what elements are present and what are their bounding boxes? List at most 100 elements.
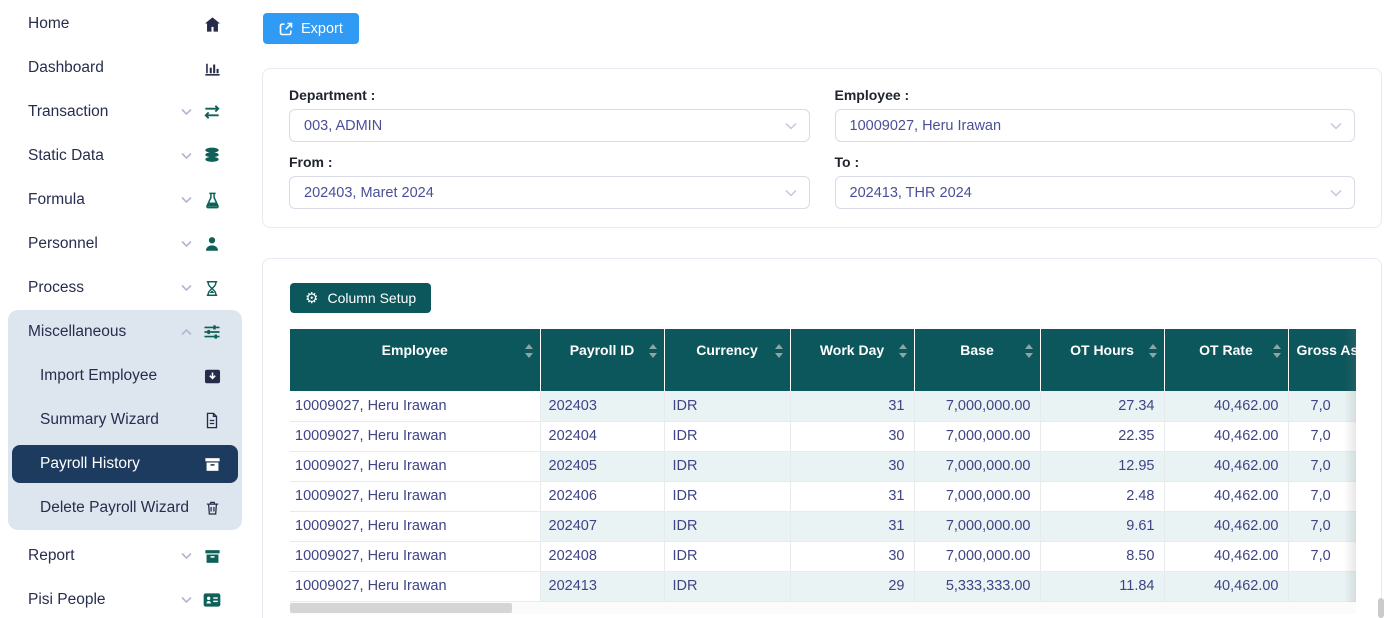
sidebar-item-personnel[interactable]: Personnel [0,222,250,266]
horizontal-scrollbar-thumb[interactable] [290,603,512,613]
sidebar: Home Dashboard Transaction Static Data F… [0,0,250,618]
sidebar-item-label: Personnel [28,235,181,253]
sidebar-item-formula[interactable]: Formula [0,178,250,222]
export-button[interactable]: Export [263,13,359,44]
bar-chart-icon [202,59,222,78]
employee-value: 10009027, Heru Irawan [850,118,1002,134]
sort-icon [898,344,908,358]
column-header-currency[interactable]: Currency [664,329,790,391]
table-cell: 22.35 [1040,421,1164,451]
table-cell: 10009027, Heru Irawan [290,571,540,601]
table-cell: 10009027, Heru Irawan [290,481,540,511]
flask-icon [202,191,222,210]
to-field: To : 202413, THR 2024 [835,154,1356,209]
sidebar-item-pisi-people[interactable]: Pisi People [0,578,250,618]
sidebar-item-report[interactable]: Report [0,534,250,578]
person-icon [202,235,222,253]
table-cell: IDR [664,541,790,571]
table-cell: 31 [790,391,914,421]
table-cell: IDR [664,391,790,421]
table-cell: 7,000,000.00 [914,541,1040,571]
table-row[interactable]: 10009027, Heru Irawan202406IDR317,000,00… [290,481,1356,511]
chevron-down-icon [181,284,192,292]
sidebar-item-payroll-history[interactable]: Payroll History [12,445,238,483]
table-cell: 5,333,333.00 [914,571,1040,601]
chevron-down-icon [785,189,797,197]
table-cell: 7,0 [1288,481,1356,511]
from-field: From : 202403, Maret 2024 [289,154,810,209]
sidebar-item-import-employee[interactable]: Import Employee [8,354,242,398]
sidebar-item-home[interactable]: Home [0,2,250,46]
table-cell: 7,0 [1288,541,1356,571]
sidebar-item-label: Transaction [28,103,181,121]
table-cell: 7,0 [1288,451,1356,481]
table-cell: 10009027, Heru Irawan [290,421,540,451]
sort-icon [524,344,534,358]
column-header-ot-hours[interactable]: OT Hours [1040,329,1164,391]
id-card-icon [202,590,222,610]
trash-icon [202,499,222,517]
horizontal-scrollbar [290,602,1356,614]
to-select[interactable]: 202413, THR 2024 [835,176,1356,209]
employee-select[interactable]: 10009027, Heru Irawan [835,109,1356,142]
table-cell: 40,462.00 [1164,571,1288,601]
employee-field: Employee : 10009027, Heru Irawan [835,87,1356,142]
table-row[interactable]: 10009027, Heru Irawan202413IDR295,333,33… [290,571,1356,601]
sidebar-item-label: Report [28,547,181,565]
column-header-label: Payroll ID [570,342,635,358]
sidebar-item-summary-wizard[interactable]: Summary Wizard [8,398,242,442]
table-cell: 7,000,000.00 [914,391,1040,421]
sort-icon [648,344,658,358]
table-cell: 40,462.00 [1164,481,1288,511]
column-header-work-day[interactable]: Work Day [790,329,914,391]
table-cell: IDR [664,511,790,541]
from-value: 202403, Maret 2024 [304,185,434,201]
table-cell: 31 [790,511,914,541]
sidebar-item-miscellaneous[interactable]: Miscellaneous [8,310,242,354]
sidebar-item-transaction[interactable]: Transaction [0,90,250,134]
department-select[interactable]: 003, ADMIN [289,109,810,142]
chevron-down-icon [785,122,797,130]
column-header-payroll-id[interactable]: Payroll ID [540,329,664,391]
table-cell: IDR [664,481,790,511]
filter-panel: Department : 003, ADMIN Employee : 10009… [262,68,1382,228]
table-row[interactable]: 10009027, Heru Irawan202405IDR307,000,00… [290,451,1356,481]
archive-filled-icon [202,547,222,566]
document-icon [202,411,222,430]
sidebar-item-static-data[interactable]: Static Data [0,134,250,178]
table-cell: 10009027, Heru Irawan [290,391,540,421]
column-header-gross-as[interactable]: Gross As [1288,329,1356,391]
chevron-down-icon [181,152,192,160]
table-cell: 11.84 [1040,571,1164,601]
table-cell: IDR [664,451,790,481]
sidebar-item-label: Home [28,15,202,33]
department-label: Department : [289,87,810,103]
table-row[interactable]: 10009027, Heru Irawan202407IDR317,000,00… [290,511,1356,541]
column-setup-button[interactable]: ⚙︎ Column Setup [290,283,431,313]
table-row[interactable]: 10009027, Heru Irawan202403IDR317,000,00… [290,391,1356,421]
sidebar-item-label: Static Data [28,147,181,165]
sidebar-item-label: Import Employee [40,367,202,385]
sidebar-item-process[interactable]: Process [0,266,250,310]
sidebar-item-label: Formula [28,191,181,209]
payroll-table-wrapper: EmployeePayroll IDCurrencyWork DayBaseOT… [290,329,1356,602]
column-header-ot-rate[interactable]: OT Rate [1164,329,1288,391]
table-cell: 9.61 [1040,511,1164,541]
column-header-base[interactable]: Base [914,329,1040,391]
table-row[interactable]: 10009027, Heru Irawan202404IDR307,000,00… [290,421,1356,451]
from-select[interactable]: 202403, Maret 2024 [289,176,810,209]
column-header-employee[interactable]: Employee [290,329,540,391]
sidebar-item-label: Dashboard [28,59,202,77]
payroll-table-header: EmployeePayroll IDCurrencyWork DayBaseOT… [290,329,1356,391]
employee-label: Employee : [835,87,1356,103]
chevron-down-icon [181,196,192,204]
sort-icon [1024,344,1034,358]
sidebar-item-delete-payroll-wizard[interactable]: Delete Payroll Wizard [8,486,242,530]
column-header-label: Gross As [1297,342,1357,358]
table-cell: 7,0 [1288,511,1356,541]
vertical-scrollbar-thumb[interactable] [1378,598,1384,618]
chevron-down-icon [1330,122,1342,130]
table-row[interactable]: 10009027, Heru Irawan202408IDR307,000,00… [290,541,1356,571]
sidebar-item-dashboard[interactable]: Dashboard [0,46,250,90]
table-cell: 202407 [540,511,664,541]
